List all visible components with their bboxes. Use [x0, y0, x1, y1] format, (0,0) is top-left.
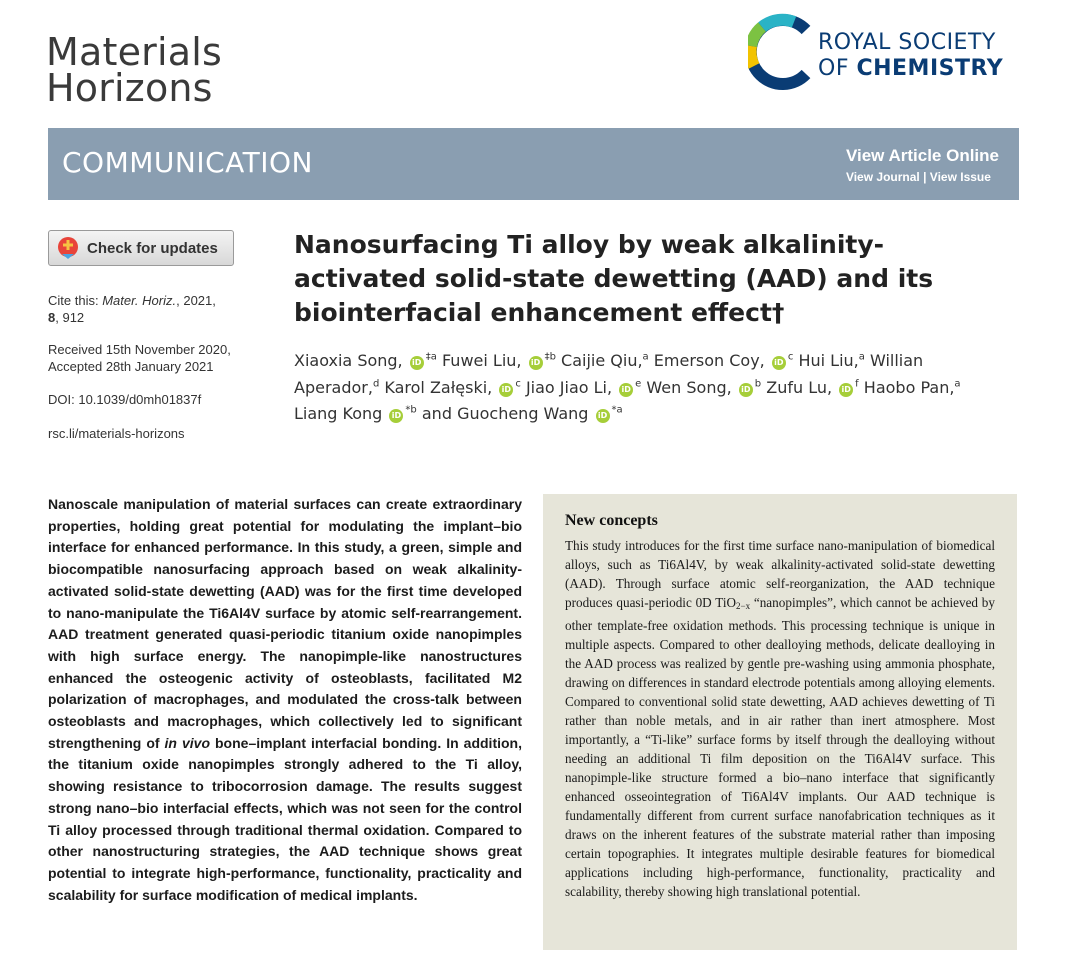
author-name: Caijie Qiu,: [561, 351, 643, 371]
author-affiliation: a: [858, 352, 865, 363]
author: and Guocheng Wang iD *a: [422, 404, 623, 423]
orcid-icon[interactable]: iD: [409, 356, 424, 371]
author-name: Jiao Jiao Li,: [525, 377, 613, 397]
orcid-icon[interactable]: iD: [839, 382, 854, 397]
orcid-icon[interactable]: iD: [619, 382, 634, 397]
accepted-date: Accepted 28th January 2021: [48, 359, 214, 374]
publisher-name: ROYAL SOCIETY OF CHEMISTRY: [818, 30, 1003, 82]
check-for-updates-label: Check for updates: [87, 239, 218, 257]
author-name: and Guocheng Wang: [421, 403, 589, 423]
author-affiliation: a: [642, 352, 649, 363]
author-affiliation: ‡b: [544, 352, 556, 363]
view-journal-link[interactable]: View Journal: [845, 170, 920, 184]
author-affiliation: f: [855, 378, 859, 390]
article-type-banner: COMMUNICATION View Article Online View J…: [48, 128, 1019, 200]
banner-links: View Article Online View Journal | View …: [846, 146, 999, 184]
author-affiliation: ‡a: [425, 352, 437, 363]
orcid-icon[interactable]: iD: [528, 356, 543, 371]
crossmark-icon: [58, 237, 78, 259]
author: Haobo Pan,a: [864, 378, 961, 397]
author-name: Emerson Coy,: [653, 351, 765, 371]
orcid-icon[interactable]: iD: [499, 382, 514, 397]
author-name: Haobo Pan,: [863, 377, 955, 397]
author-name: Hui Liu,: [798, 351, 859, 371]
orcid-icon[interactable]: iD: [389, 408, 404, 423]
orcid-icon[interactable]: iD: [738, 382, 753, 397]
article-type: COMMUNICATION: [62, 146, 313, 179]
new-concepts-body: This study introduces for the first time…: [565, 538, 995, 899]
view-article-online-link[interactable]: View Article Online: [845, 146, 999, 165]
new-concepts-box: New concepts This study introduces for t…: [543, 494, 1017, 950]
article-title: Nanosurfacing Ti alloy by weak alkalinit…: [294, 230, 934, 327]
author-affiliation: c: [515, 378, 521, 390]
author: Liang Kong iD *b: [294, 404, 417, 423]
author: Fuwei Liu, iD ‡b: [441, 351, 556, 371]
author: Hui Liu,a: [798, 351, 864, 370]
journal-url[interactable]: rsc.li/materials-horizons: [48, 426, 185, 441]
journal-title-line2: Horizons: [46, 66, 213, 110]
cite-this: Cite this: Mater. Horiz., 2021, 8, 912: [48, 293, 216, 325]
rsc-logo-icon: [748, 13, 811, 90]
orcid-icon[interactable]: iD: [771, 356, 786, 371]
orcid-icon[interactable]: iD: [595, 408, 610, 423]
author-name: Wen Song,: [646, 377, 732, 397]
author: Jiao Jiao Li, iD e: [526, 378, 641, 397]
author-affiliation: e: [635, 378, 642, 390]
author: Willian Aperador,d: [294, 351, 923, 396]
author-affiliation: d: [372, 378, 380, 390]
author-list: Xiaoxia Song, iD ‡a Fuwei Liu, iD ‡b Caiji…: [294, 346, 994, 425]
publisher-line1: ROYAL SOCIETY: [818, 30, 996, 55]
author-affiliation: *a: [611, 404, 623, 416]
author-affiliation: *b: [405, 404, 417, 416]
author-name: Liang Kong: [294, 403, 383, 423]
author: Caijie Qiu,a: [561, 351, 649, 370]
author-name: Zufu Lu,: [766, 377, 833, 397]
author-affiliation: b: [754, 378, 762, 390]
author: Zufu Lu, iD f: [766, 377, 859, 397]
journal-title-line1: Materials: [46, 30, 222, 74]
author: Wen Song, iD b: [646, 378, 761, 397]
view-issue-link[interactable]: View Issue: [929, 170, 991, 184]
author-affiliation: c: [787, 352, 794, 363]
author-name: Willian Aperador,: [294, 351, 924, 397]
abstract: Nanoscale manipulation of material surfa…: [48, 496, 522, 903]
received-date: Received 15th November 2020,: [48, 342, 231, 357]
author: Xiaoxia Song, iD ‡a: [294, 351, 437, 371]
link-separator: |: [919, 170, 930, 184]
check-for-updates-button[interactable]: Check for updates: [48, 230, 234, 266]
received-dates: Received 15th November 2020, Accepted 28…: [48, 341, 231, 375]
banner-sub-links: View Journal | View Issue: [846, 170, 999, 184]
doi[interactable]: DOI: 10.1039/d0mh01837f: [48, 392, 202, 407]
author-name: Fuwei Liu,: [441, 351, 522, 371]
author-name: Xiaoxia Song,: [294, 351, 403, 371]
author-name: Karol Załęski,: [384, 377, 493, 397]
author: Emerson Coy, iD c: [653, 351, 794, 371]
author-affiliation: a: [954, 378, 961, 390]
author: Karol Załęski, iD c: [384, 377, 521, 397]
new-concepts-title: New concepts: [565, 512, 658, 529]
publisher-line2: OF CHEMISTRY: [818, 56, 1004, 81]
journal-title: Materials Horizons: [46, 30, 222, 110]
